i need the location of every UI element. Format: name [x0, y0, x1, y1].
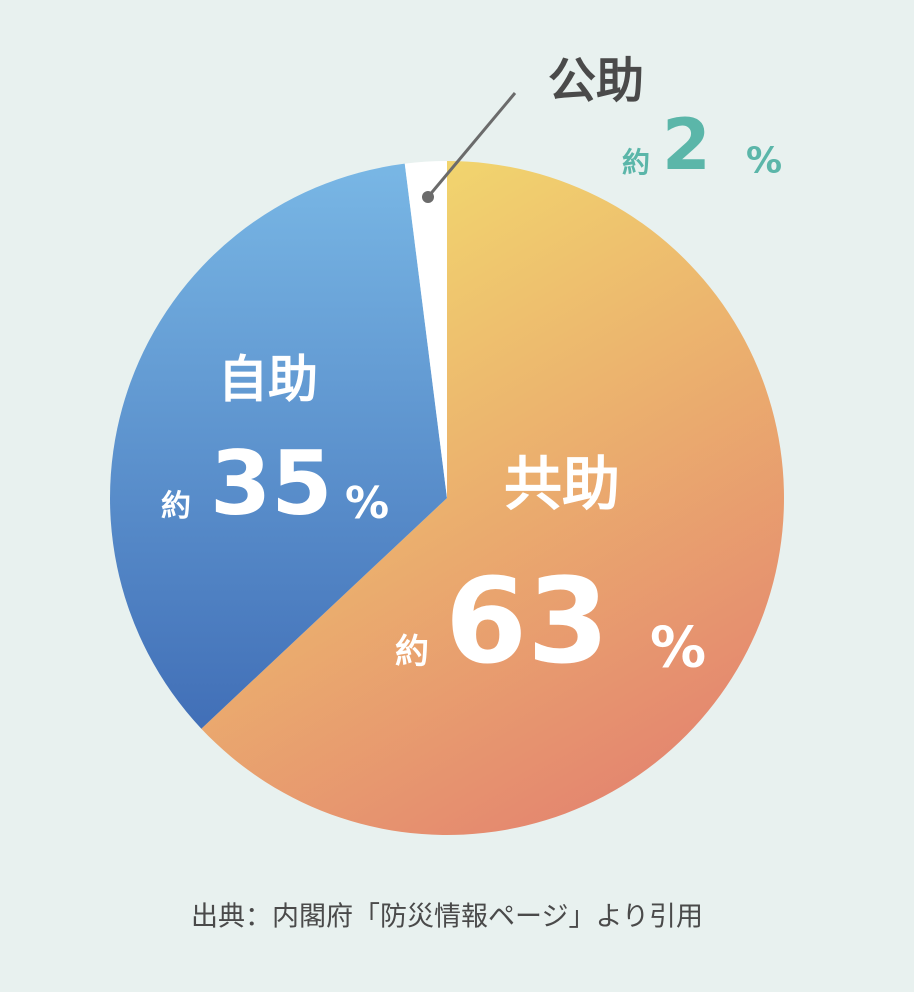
- pie-slice: [109, 163, 447, 729]
- value-label: 63: [445, 552, 609, 690]
- pie-slice: [201, 161, 784, 835]
- slice-label: 自助: [218, 351, 318, 409]
- leader-dot: [422, 191, 434, 203]
- leader-line: [426, 92, 517, 198]
- slice-label: 共助: [504, 450, 620, 518]
- source: 出典：内閣府「防災情報ページ」より引用: [191, 902, 703, 933]
- value-unit: %: [650, 615, 706, 680]
- slice-label: 公助: [548, 53, 644, 109]
- value-prefix: 約: [161, 489, 191, 524]
- value-label: 2: [662, 104, 711, 186]
- value-label: 35: [210, 432, 332, 535]
- value-unit: %: [746, 141, 782, 182]
- pie-slice: [404, 161, 447, 498]
- value-prefix: 約: [622, 146, 650, 179]
- value-prefix: 約: [395, 632, 429, 672]
- value-unit: %: [345, 478, 389, 529]
